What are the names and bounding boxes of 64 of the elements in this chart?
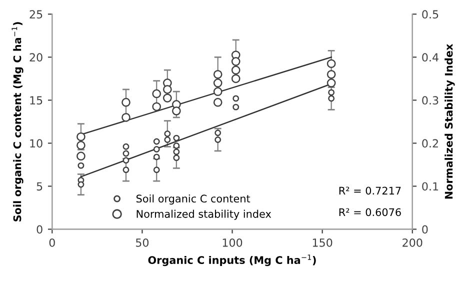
point xyxy=(153,166,160,174)
point xyxy=(164,130,171,137)
y-tick-label: 5 xyxy=(36,182,42,191)
y-tick-label: 15 xyxy=(30,96,42,105)
y2-tick-label: 0.5 xyxy=(422,10,438,19)
point xyxy=(232,104,240,110)
annotation: R² = 0.7217 xyxy=(339,186,401,195)
point xyxy=(231,74,240,84)
point xyxy=(173,134,180,142)
point xyxy=(162,85,172,94)
point xyxy=(122,150,130,157)
point xyxy=(213,78,222,88)
point xyxy=(213,98,222,107)
point xyxy=(214,130,222,136)
x-tick-label: 0 xyxy=(49,238,55,247)
point xyxy=(173,154,180,162)
x-tick-label: 100 xyxy=(222,238,242,247)
point xyxy=(231,66,240,74)
point xyxy=(328,95,335,102)
legend-label: Soil organic C content xyxy=(136,194,250,205)
x-tick-label: 200 xyxy=(402,238,422,247)
y-tick-label: 0 xyxy=(36,225,42,234)
point xyxy=(153,146,160,152)
point xyxy=(326,59,336,68)
point xyxy=(152,102,162,112)
point xyxy=(232,95,240,102)
x-tick-label: 50 xyxy=(136,238,149,247)
y-axis-title: Soil organic C content (Mg C ha$^{−1}$) xyxy=(12,22,24,222)
point xyxy=(213,70,222,79)
point xyxy=(122,157,130,164)
point xyxy=(328,89,335,96)
point xyxy=(214,136,222,143)
x-tick-label: 150 xyxy=(312,238,332,247)
point xyxy=(231,57,240,66)
point xyxy=(122,98,130,107)
y2-tick-label: 0.4 xyxy=(422,53,438,62)
point xyxy=(326,70,336,79)
point xyxy=(172,106,181,116)
point xyxy=(326,78,336,88)
point xyxy=(78,181,84,188)
point xyxy=(164,136,171,143)
point xyxy=(76,140,86,150)
y2-tick-label: 0.1 xyxy=(422,182,438,191)
point xyxy=(153,154,160,160)
y-tick-label: 25 xyxy=(30,10,42,19)
annotation: R² = 0.6076 xyxy=(339,208,401,216)
point xyxy=(152,89,162,98)
point xyxy=(162,94,172,102)
y2-tick-label: 0 xyxy=(422,225,428,234)
y-tick-label: 20 xyxy=(30,53,42,62)
y2-axis-title: Normalized Stability Index xyxy=(444,44,455,199)
point xyxy=(122,143,130,150)
x-axis-title: Organic C inputs (Mg C ha$^{−1}$) xyxy=(148,254,316,266)
point xyxy=(213,87,222,96)
y-tick-label: 10 xyxy=(30,139,42,148)
point xyxy=(78,162,84,169)
point xyxy=(76,132,86,142)
y2-tick-label: 0.3 xyxy=(422,96,438,105)
point xyxy=(122,112,130,122)
legend-label: Normalized stability index xyxy=(136,210,272,220)
y2-tick-label: 0.2 xyxy=(422,139,438,148)
point xyxy=(122,166,130,174)
point xyxy=(76,152,86,161)
point xyxy=(153,138,160,145)
